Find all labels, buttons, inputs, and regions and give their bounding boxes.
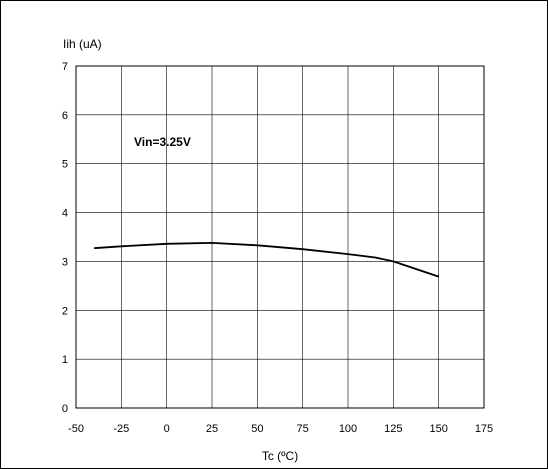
y-tick-label: 2 xyxy=(62,305,68,317)
x-tick-label: 100 xyxy=(339,423,357,435)
x-tick-label: -50 xyxy=(68,423,84,435)
x-tick-label: 150 xyxy=(429,423,447,435)
y-tick-label: 0 xyxy=(62,403,68,415)
y-tick-label: 5 xyxy=(62,159,68,171)
x-tick-label: -25 xyxy=(113,423,129,435)
y-tick-label: 4 xyxy=(62,208,68,220)
x-tick-label: 175 xyxy=(475,423,493,435)
y-axis-label: Iih (uA) xyxy=(63,37,102,51)
y-tick-label: 7 xyxy=(62,61,68,73)
x-tick-label: 0 xyxy=(164,423,170,435)
x-tick-label: 125 xyxy=(384,423,402,435)
vin-annotation: Vin=3.25V xyxy=(134,135,191,149)
x-axis-label: Tc (ºC) xyxy=(262,449,298,463)
y-tick-label: 3 xyxy=(62,256,68,268)
x-tick-label: 75 xyxy=(297,423,309,435)
x-tick-label: 25 xyxy=(206,423,218,435)
y-tick-label: 6 xyxy=(62,110,68,122)
y-tick-label: 1 xyxy=(62,354,68,366)
x-tick-label: 50 xyxy=(251,423,263,435)
